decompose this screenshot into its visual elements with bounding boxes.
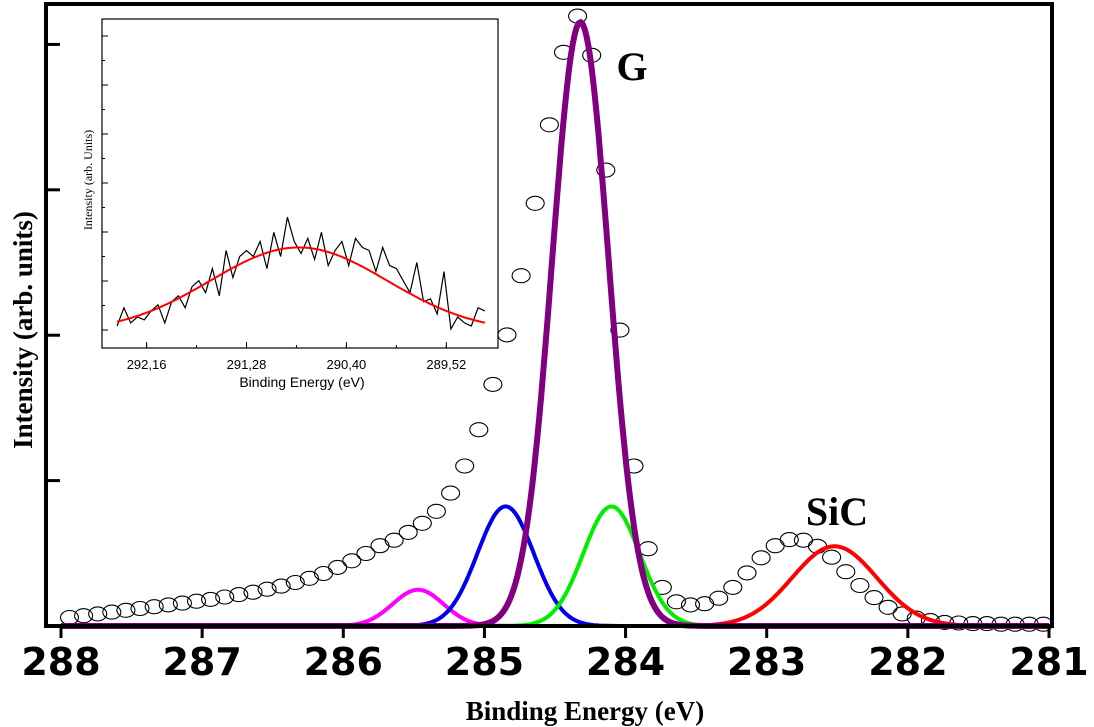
measured-point [483, 376, 503, 392]
measured-point [511, 268, 531, 284]
measured-point [328, 559, 348, 575]
main-plot-frame [44, 2, 1054, 628]
measured-point [892, 606, 912, 622]
measured-point [666, 594, 686, 610]
x-axis-tick-label: 287 [162, 640, 241, 684]
measured-point [356, 545, 376, 562]
inset-chart: 292,16 291,28 290,40 289,52 Binding Energy … [81, 18, 499, 390]
measured-point [779, 532, 799, 548]
measured-point [455, 458, 475, 474]
x-axis-tick-label: 284 [586, 640, 665, 684]
peak-label-sic: SiC [806, 489, 868, 534]
measured-point [737, 565, 757, 581]
measured-point [836, 564, 856, 580]
measured-point [130, 600, 150, 617]
measured-point [243, 584, 263, 600]
measured-point [539, 117, 559, 133]
measured-point [74, 608, 94, 624]
measured-point [680, 597, 701, 613]
measured-point [822, 549, 842, 565]
inset-x-axis-title: Binding Energy (eV) [239, 374, 364, 390]
x-axis-tick-label: 286 [304, 640, 383, 684]
measured-point [271, 578, 291, 594]
x-axis-tick-label: 281 [1009, 640, 1088, 684]
measured-point [116, 602, 136, 618]
inset-y-axis-title: Intensity (arb. Units) [81, 130, 95, 230]
inset-x-axis-tick-label: 290,40 [327, 357, 367, 372]
measured-point [172, 595, 192, 611]
measured-point [878, 599, 898, 615]
inset-plot-area [116, 217, 486, 331]
peak-label-graphene: G [616, 44, 647, 89]
measured-point [215, 589, 235, 605]
measured-point [525, 195, 545, 211]
x-axis-tick-label: 282 [868, 640, 947, 684]
measured-point [158, 597, 178, 613]
y-axis-ticks [46, 42, 60, 483]
measured-point [229, 587, 249, 603]
measured-point [412, 515, 432, 531]
measured-point [186, 593, 207, 609]
measured-point [596, 162, 616, 178]
measured-point [723, 579, 743, 595]
inset-fit-curve [116, 246, 486, 324]
measured-point [88, 606, 108, 622]
measured-point [285, 574, 305, 591]
x-axis-tick-label: 285 [445, 640, 524, 684]
inset-x-axis-ticks [146, 342, 447, 348]
measured-point [610, 322, 630, 338]
x-axis-tick-labels: 288 287 286 285 284 283 282 281 [21, 640, 1088, 684]
x-axis-title: Binding Energy (eV) [466, 696, 705, 726]
y-axis-title: Intensity (arb. units) [8, 211, 38, 449]
inset-x-axis-tick-label: 291,28 [227, 357, 267, 372]
measured-point [709, 590, 729, 606]
measured-point [144, 599, 164, 615]
measured-point [441, 485, 461, 501]
x-axis-ticks [59, 626, 1051, 638]
measured-point [299, 570, 319, 586]
x-axis-tick-label: 283 [727, 640, 806, 684]
measured-point [469, 422, 489, 438]
inset-x-axis-tick-label: 289,52 [426, 357, 466, 372]
inset-x-axis-tick-labels: 292,16 291,28 290,40 289,52 [127, 357, 466, 372]
measured-point [850, 577, 870, 594]
measured-point [864, 590, 884, 606]
x-axis-tick-label: 288 [21, 640, 100, 684]
measured-point [384, 532, 404, 548]
inset-y-axis-ticks [102, 35, 108, 331]
measured-point [102, 604, 122, 620]
inset-background [102, 19, 498, 348]
measured-point [257, 581, 277, 597]
measured-point [398, 524, 418, 540]
measured-point [751, 550, 771, 566]
measured-point [426, 503, 446, 519]
measured-point [342, 553, 362, 569]
inset-x-axis-tick-label: 292,16 [127, 357, 167, 372]
measured-point [201, 591, 221, 607]
